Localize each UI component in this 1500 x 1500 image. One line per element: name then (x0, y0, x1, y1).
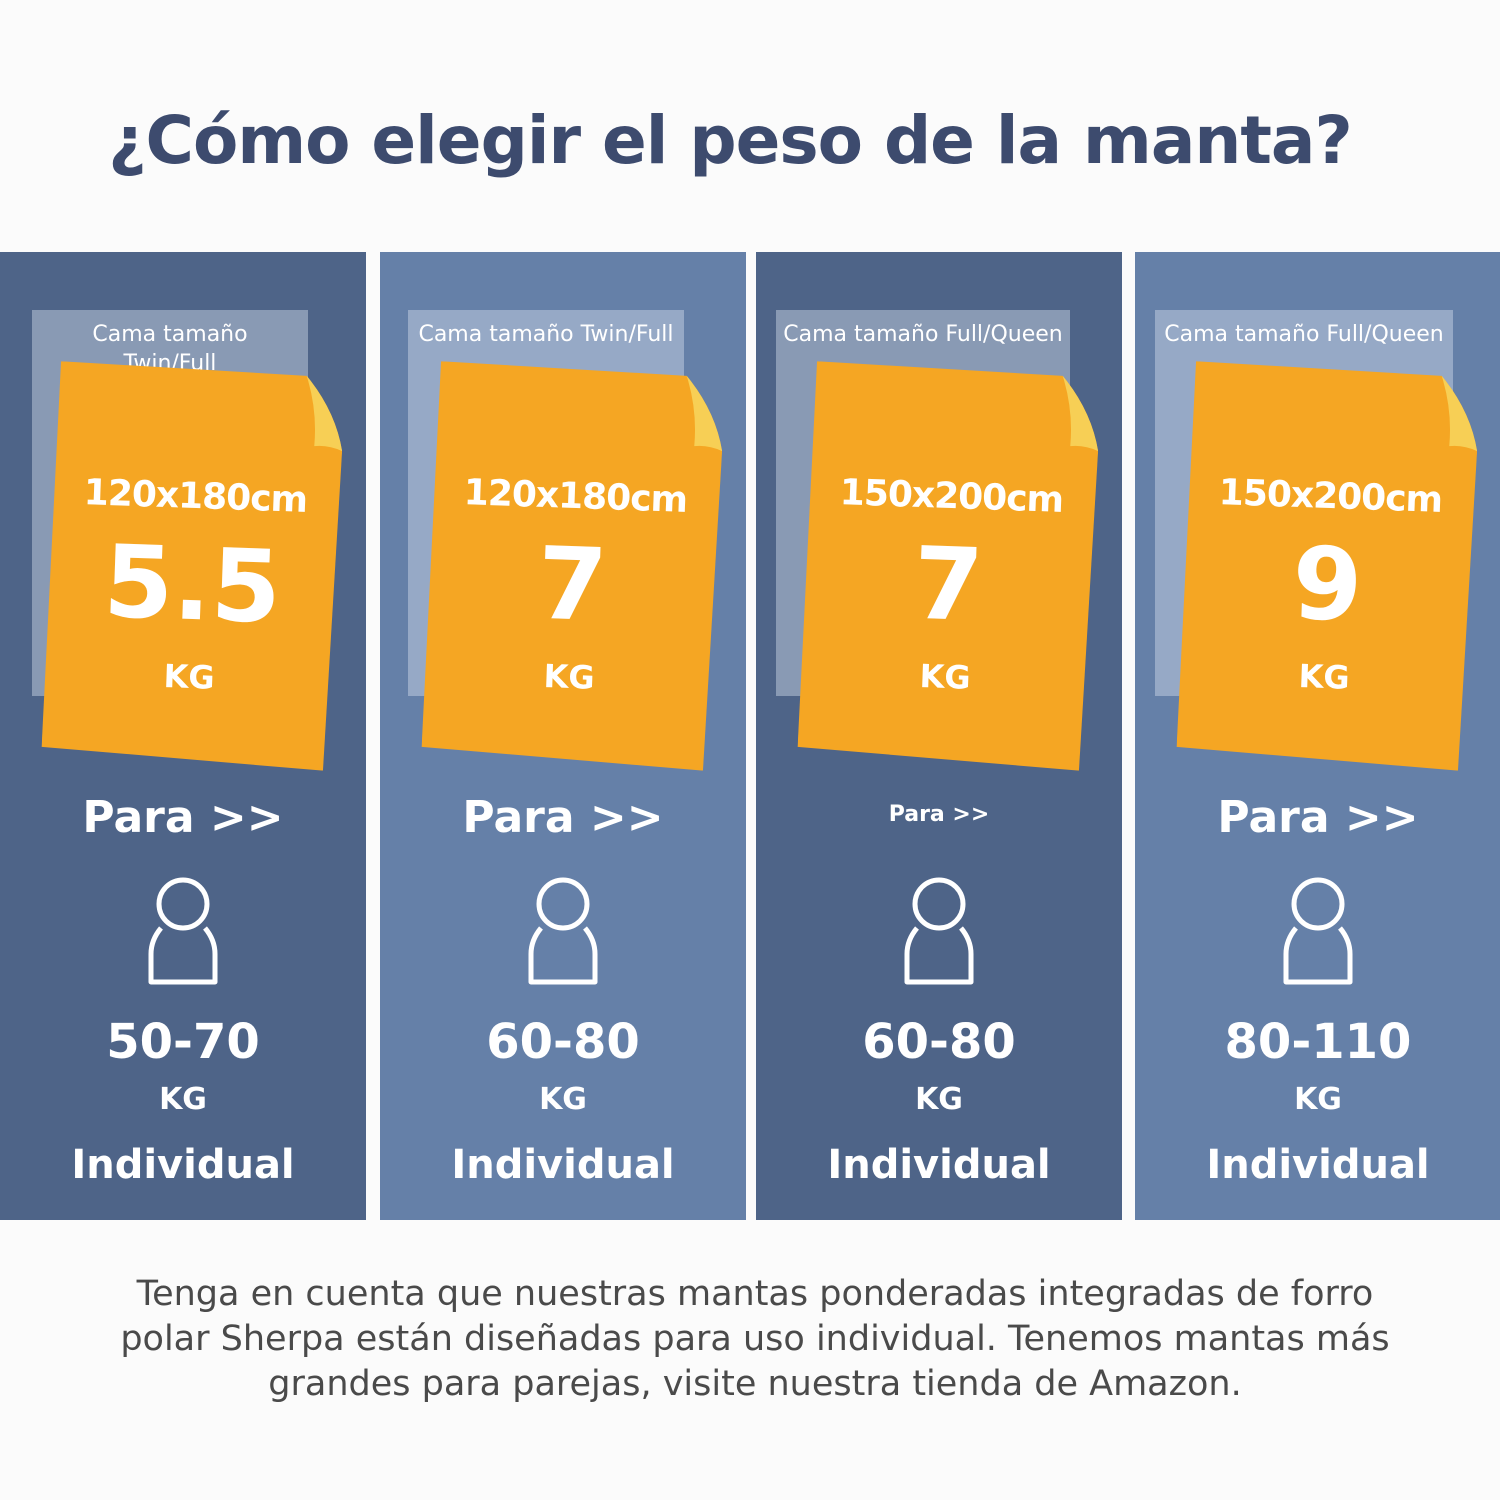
blanket-note: 120x180cm 5.5 KG (41, 361, 345, 771)
person-outline-icon (528, 877, 598, 985)
for-label: Para >> (82, 792, 284, 843)
usage-label: Individual (827, 1142, 1051, 1188)
person-outline-icon (148, 877, 218, 985)
person-outline-icon (904, 877, 974, 985)
usage-label: Individual (451, 1142, 675, 1188)
for-label: Para >> (462, 792, 664, 843)
weight-card-3: Cama tamaño Full/Queen 150x200cm 7 KG Pa… (756, 252, 1122, 1220)
sticky-note-icon (1176, 361, 1478, 771)
weight-card-1: Cama tamaño Twin/Full 120x180cm 5.5 KG P… (0, 252, 366, 1220)
sticky-note-icon (41, 361, 343, 771)
footer-note: Tenga en cuenta que nuestras mantas pond… (120, 1274, 1390, 1404)
weight-card-2: Cama tamaño Twin/Full 120x180cm 7 KG Par… (380, 252, 746, 1220)
for-label: Para >> (888, 802, 990, 827)
blanket-note: 150x200cm 7 KG (797, 361, 1101, 771)
user-weight-range: 60-80 (486, 1014, 640, 1070)
usage-label: Individual (1206, 1142, 1430, 1188)
bed-size-label: Cama tamaño Full/Queen (783, 322, 1063, 347)
user-weight-range: 60-80 (862, 1014, 1016, 1070)
user-weight-range: 80-110 (1224, 1014, 1412, 1070)
usage-label: Individual (71, 1142, 295, 1188)
user-weight-unit: KG (539, 1082, 587, 1117)
user-weight-range: 50-70 (106, 1014, 260, 1070)
sticky-note-icon (421, 361, 723, 771)
user-weight-unit: KG (159, 1082, 207, 1117)
blanket-note: 150x200cm 9 KG (1176, 361, 1480, 771)
sticky-note-icon (797, 361, 1099, 771)
blanket-weight: 9 (1290, 524, 1365, 645)
page-title: ¿Cómo elegir el peso de la manta? (108, 102, 1352, 179)
bed-size-label: Cama tamaño Twin/Full (418, 322, 674, 347)
blanket-weight: 7 (535, 524, 610, 645)
bed-size-label: Cama tamaño Full/Queen (1164, 322, 1444, 347)
user-weight-unit: KG (915, 1082, 963, 1117)
person-outline-icon (1283, 877, 1353, 985)
blanket-weight: 5.5 (101, 522, 283, 647)
blanket-note: 120x180cm 7 KG (421, 361, 725, 771)
blanket-weight: 7 (911, 524, 986, 645)
user-weight-unit: KG (1294, 1082, 1342, 1117)
for-label: Para >> (1217, 792, 1419, 843)
weight-card-4: Cama tamaño Full/Queen 150x200cm 9 KG Pa… (1135, 252, 1500, 1220)
